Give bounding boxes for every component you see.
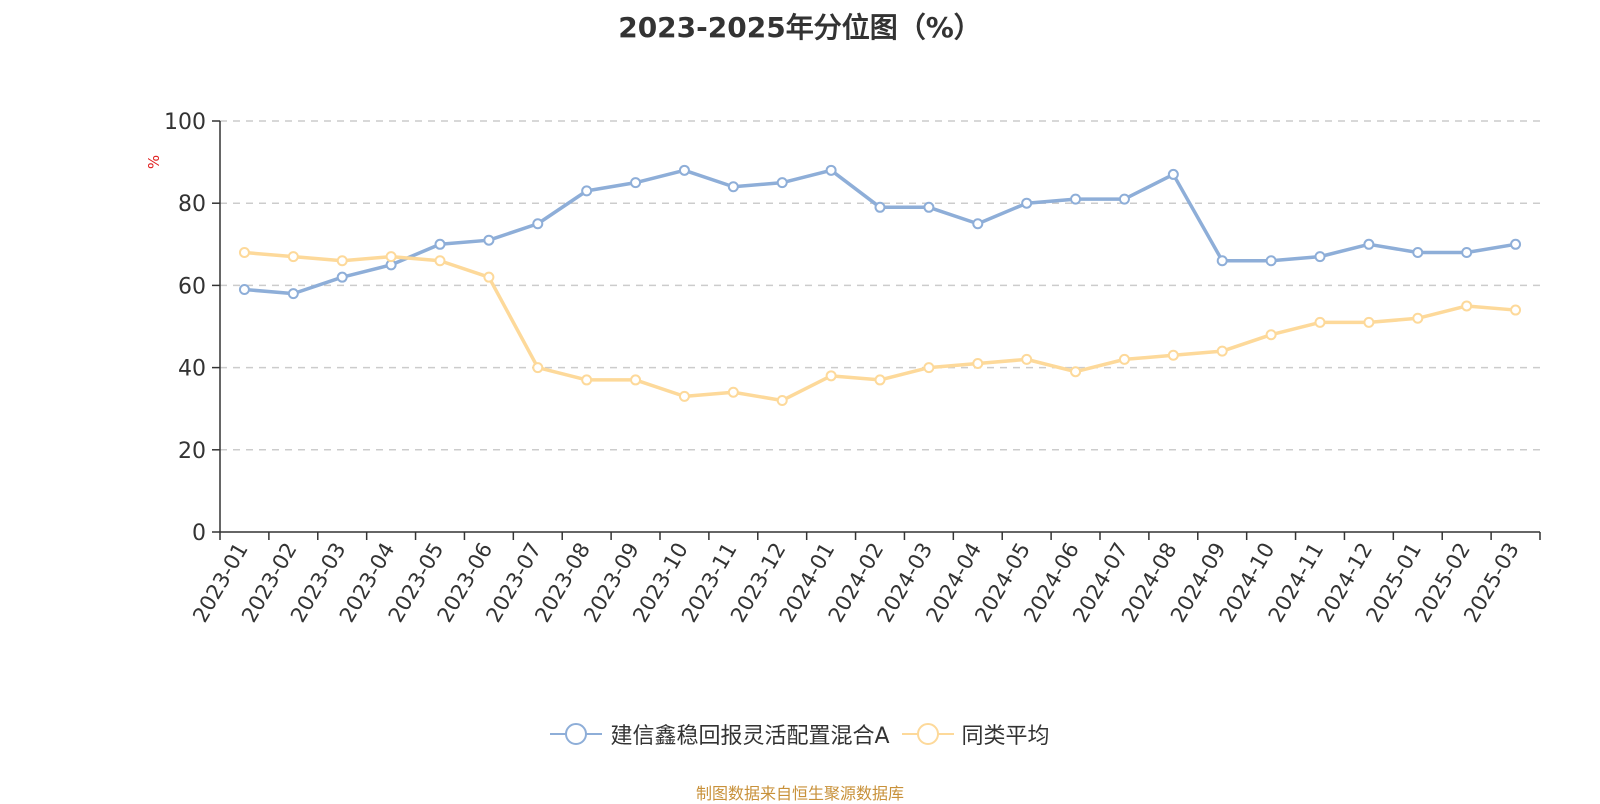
data-point-0-2023-03: [336, 271, 348, 283]
data-point-0-2023-12: [776, 177, 788, 189]
data-point-0-2023-09: [630, 177, 642, 189]
data-point-1-2024-02: [874, 374, 886, 386]
data-point-1-2024-08: [1167, 349, 1179, 361]
data-point-1-2023-01: [238, 247, 250, 259]
data-point-0-2024-10: [1265, 255, 1277, 267]
data-point-0-2025-03: [1510, 238, 1522, 250]
y-tick-label-100: 100: [164, 110, 206, 135]
data-point-1-2023-04: [385, 251, 397, 263]
data-point-1-2024-11: [1314, 316, 1326, 328]
y-axis-unit-label: %: [145, 155, 163, 169]
data-source-footer: 制图数据来自恒生聚源数据库: [695, 784, 904, 803]
line-chart: 2023-012023-022023-032023-042023-052023-…: [145, 110, 1541, 626]
data-point-1-2023-09: [630, 374, 642, 386]
data-point-0-2023-01: [238, 284, 250, 296]
x-axis-ticks: 2023-012023-022023-032023-042023-052023-…: [188, 532, 1541, 626]
data-point-0-2023-08: [581, 185, 593, 197]
data-point-1-2023-02: [287, 251, 299, 263]
legend-item-fund[interactable]: 建信鑫稳回报灵活配置混合A: [550, 718, 890, 750]
legend-label-peer-average: 同类平均: [961, 724, 1050, 749]
legend: 建信鑫稳回报灵活配置混合A 同类平均: [0, 718, 1600, 750]
data-point-0-2023-06: [483, 234, 495, 246]
data-point-0-2025-01: [1412, 247, 1424, 259]
data-point-0-2024-12: [1363, 238, 1375, 250]
data-point-1-2023-08: [581, 374, 593, 386]
data-point-1-2024-06: [1070, 366, 1082, 378]
data-point-0-2024-02: [874, 201, 886, 213]
data-point-0-2024-09: [1216, 255, 1228, 267]
data-point-0-2024-01: [825, 164, 837, 176]
legend-marker-peer-average: [901, 723, 954, 745]
data-point-1-2023-12: [776, 394, 788, 406]
data-point-1-2024-03: [923, 362, 935, 374]
data-point-1-2024-10: [1265, 329, 1277, 341]
data-point-0-2024-11: [1314, 251, 1326, 263]
data-point-0-2024-07: [1118, 193, 1130, 205]
data-point-1-2023-05: [434, 255, 446, 267]
data-point-1-2023-03: [336, 255, 348, 267]
data-point-1-2024-12: [1363, 316, 1375, 328]
y-tick-label-0: 0: [192, 521, 206, 546]
data-point-1-2024-09: [1216, 345, 1228, 357]
legend-marker-fund: [550, 723, 603, 745]
chart-title: 2023-2025年分位图（%）: [618, 11, 982, 44]
data-point-1-2024-01: [825, 370, 837, 382]
legend-item-peer-average[interactable]: 同类平均: [901, 718, 1050, 750]
y-tick-label-40: 40: [178, 357, 206, 382]
data-point-1-2024-05: [1021, 353, 1033, 365]
legend-label-fund: 建信鑫稳回报灵活配置混合A: [610, 724, 890, 749]
series-lines: [238, 164, 1522, 406]
data-point-0-2024-03: [923, 201, 935, 213]
y-axis-ticks: 0 20 40 60 80 100: [164, 110, 220, 546]
data-point-0-2023-02: [287, 288, 299, 300]
data-point-0-2024-06: [1070, 193, 1082, 205]
y-tick-label-80: 80: [178, 192, 206, 217]
data-point-1-2023-11: [727, 386, 739, 398]
data-point-1-2025-02: [1461, 300, 1473, 312]
data-point-0-2023-07: [532, 218, 544, 230]
y-tick-label-20: 20: [178, 439, 206, 464]
data-point-0-2023-11: [727, 181, 739, 193]
data-point-1-2024-04: [972, 357, 984, 369]
data-point-0-2025-02: [1461, 247, 1473, 259]
y-tick-label-60: 60: [178, 274, 206, 299]
data-point-1-2025-03: [1510, 304, 1522, 316]
data-point-0-2024-08: [1167, 168, 1179, 180]
data-point-0-2024-04: [972, 218, 984, 230]
series-line-0: [244, 168, 1516, 296]
data-point-1-2025-01: [1412, 312, 1424, 324]
data-point-0-2024-05: [1021, 197, 1033, 209]
data-point-0-2023-05: [434, 238, 446, 250]
data-point-1-2023-10: [678, 390, 690, 402]
data-point-1-2023-07: [532, 362, 544, 374]
data-point-1-2023-06: [483, 271, 495, 283]
data-point-0-2023-10: [678, 164, 690, 176]
data-point-1-2024-07: [1118, 353, 1130, 365]
axes: [219, 121, 1540, 533]
gridlines: [220, 120, 1540, 451]
